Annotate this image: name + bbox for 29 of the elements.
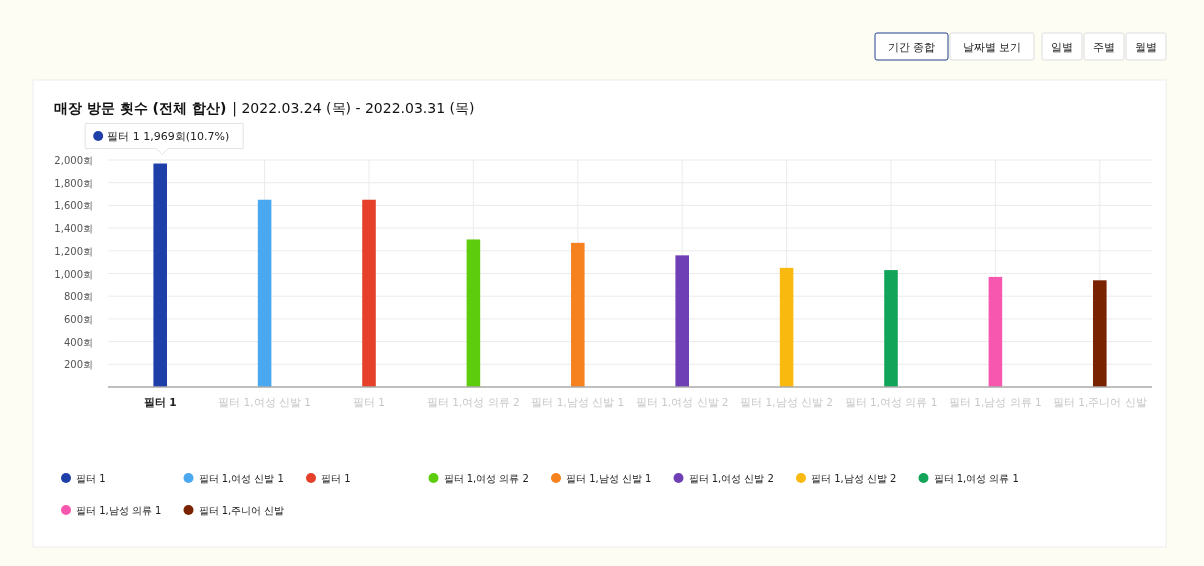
toggle-button: 날짜별 보기 (949, 32, 1035, 61)
y-tick-label: 1,800회 (54, 177, 93, 189)
legend-label: 필터 1,주니어 신발 (198, 505, 285, 516)
legend-label: 필터 1 (76, 473, 106, 484)
y-tick-label: 1,600회 (54, 200, 93, 212)
annotation: 필터 1 1,969회(10.7%) (107, 130, 230, 144)
legend-label: 필터 1,여성 의류 2 (443, 473, 529, 484)
y-tick-label: 1,000회 (54, 268, 93, 280)
y-tick-label: 600회 (63, 313, 93, 325)
toggle-button: 월별 (1125, 32, 1167, 61)
chart-title: 매장 방문 횟수 (전체 합산) (54, 100, 227, 116)
toggle-button: 주별 (1083, 32, 1125, 61)
toggle-button: 일별 (1041, 32, 1083, 61)
legend-label: 필터 1,여성 신발 2 (688, 473, 774, 484)
y-tick-label: 800회 (63, 291, 93, 303)
y-tick-label: 400회 (63, 336, 93, 348)
y-tick-label: 1,200회 (54, 245, 93, 257)
chart-subtitle: | 2022.03.24 (목) - 2022.03.31 (목) (232, 100, 475, 117)
legend-label: 필터 1,남성 의류 1 (76, 505, 162, 516)
legend-label: 필터 1,여성 의류 1 (933, 473, 1019, 484)
legend-label: 필터 1 (321, 473, 351, 484)
legend-label: 필터 1,남성 신발 2 (811, 473, 897, 484)
y-tick-label: 1,400회 (54, 223, 93, 235)
x-tick-label: 필터 1 (143, 396, 177, 408)
legend-label: 필터 1,여성 신발 1 (198, 473, 284, 484)
y-tick-label: 2,000회 (54, 155, 93, 166)
toggle-button: 기간 종합 (874, 32, 949, 61)
legend-label: 필터 1,남성 신발 1 (566, 473, 652, 484)
y-tick-label: 200회 (63, 359, 93, 371)
